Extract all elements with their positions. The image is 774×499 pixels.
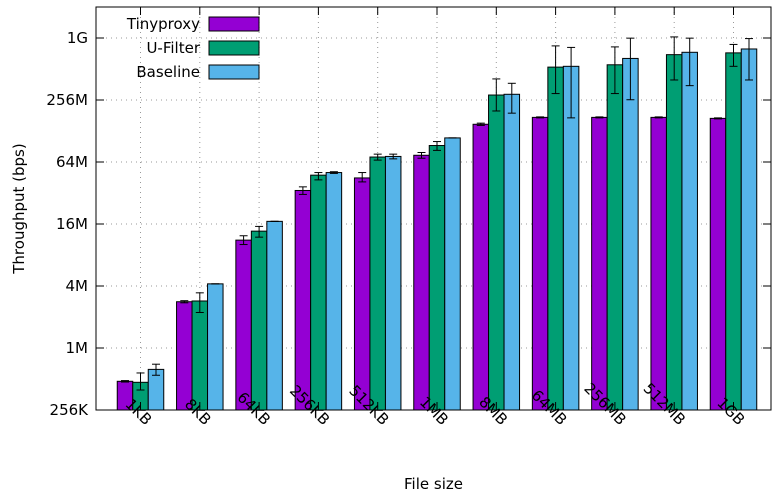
legend-swatch-baseline <box>208 64 260 80</box>
bar-tinyproxy-8mb <box>472 123 490 411</box>
bar-u-filter-1mb <box>428 145 446 411</box>
legend-label-tinyproxy: Tinyproxy <box>126 15 200 33</box>
bar-baseline-1gb <box>740 48 758 411</box>
bar-baseline-64kb <box>266 220 283 411</box>
bar-baseline-8kb <box>207 283 224 411</box>
bar-u-filter-256kb <box>310 174 327 411</box>
bar-u-filter-64mb <box>547 66 564 411</box>
bar-baseline-256kb <box>325 172 343 411</box>
bar-u-filter-8kb <box>191 300 209 411</box>
y-axis-ticks: 256K 1M 4M 16M 64M 256M 1G <box>46 29 771 419</box>
bar-tinyproxy-256kb <box>294 189 312 411</box>
legend-label-baseline: Baseline <box>136 63 200 81</box>
y-tick-label: 256K <box>50 401 90 419</box>
bar-baseline-512kb <box>384 155 402 411</box>
bar-tinyproxy-1mb <box>413 154 430 411</box>
legend-swatch-tinyproxy <box>208 16 260 32</box>
bar-tinyproxy-8kb <box>176 301 193 411</box>
bar-baseline-8mb <box>503 93 521 411</box>
bar-baseline-512mb <box>681 51 698 411</box>
bar-tinyproxy-1gb <box>709 117 727 411</box>
y-tick-label: 4M <box>66 277 89 295</box>
y-tick-label: 256M <box>46 91 88 109</box>
error-bars <box>121 36 753 391</box>
plot-frame <box>95 6 772 411</box>
bar-u-filter-1gb <box>725 52 742 411</box>
bar-u-filter-512mb <box>665 54 683 411</box>
bar-tinyproxy-64mb <box>531 116 549 411</box>
y-tick-label: 1G <box>67 29 88 47</box>
bar-tinyproxy-512mb <box>650 116 667 411</box>
y-tick-label: 1M <box>66 339 89 357</box>
bar-u-filter-256mb <box>606 64 624 411</box>
legend-label-u-filter: U-Filter <box>146 39 200 57</box>
bar-u-filter-512kb <box>369 156 386 411</box>
y-tick-label: 64M <box>56 153 88 171</box>
y-tick-label: 16M <box>56 215 88 233</box>
bar-baseline-256mb <box>622 57 639 411</box>
bar-tinyproxy-512kb <box>353 177 371 411</box>
legend-swatch-u-filter <box>208 40 260 56</box>
bar-series <box>116 48 758 411</box>
x-axis-title: File size <box>404 475 463 493</box>
bar-u-filter-8mb <box>488 94 505 411</box>
bar-tinyproxy-64kb <box>235 239 252 411</box>
bar-baseline-1mb <box>444 137 461 411</box>
bar-u-filter-64kb <box>250 230 268 411</box>
bar-tinyproxy-256mb <box>591 116 608 411</box>
y-axis-title: Throughput (bps) <box>10 143 28 274</box>
legend: Tinyproxy U-Filter Baseline <box>126 15 260 81</box>
